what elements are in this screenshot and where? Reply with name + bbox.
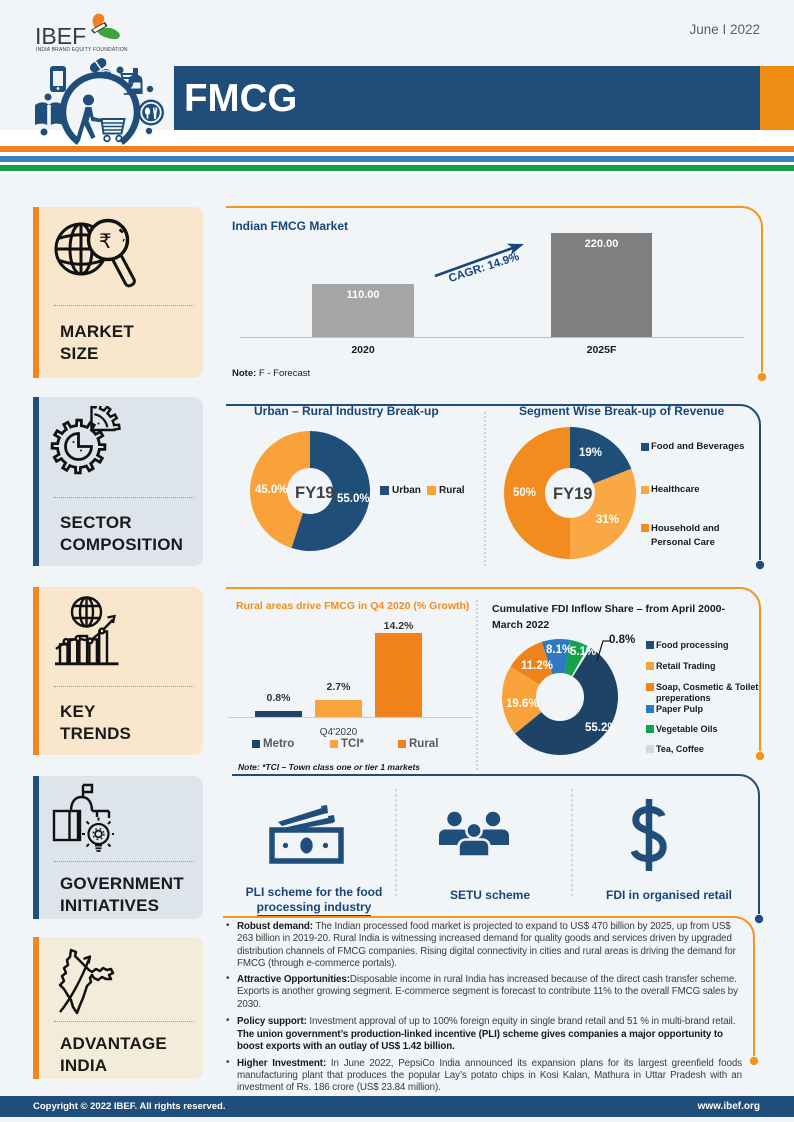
- svg-text:₹: ₹: [99, 231, 112, 253]
